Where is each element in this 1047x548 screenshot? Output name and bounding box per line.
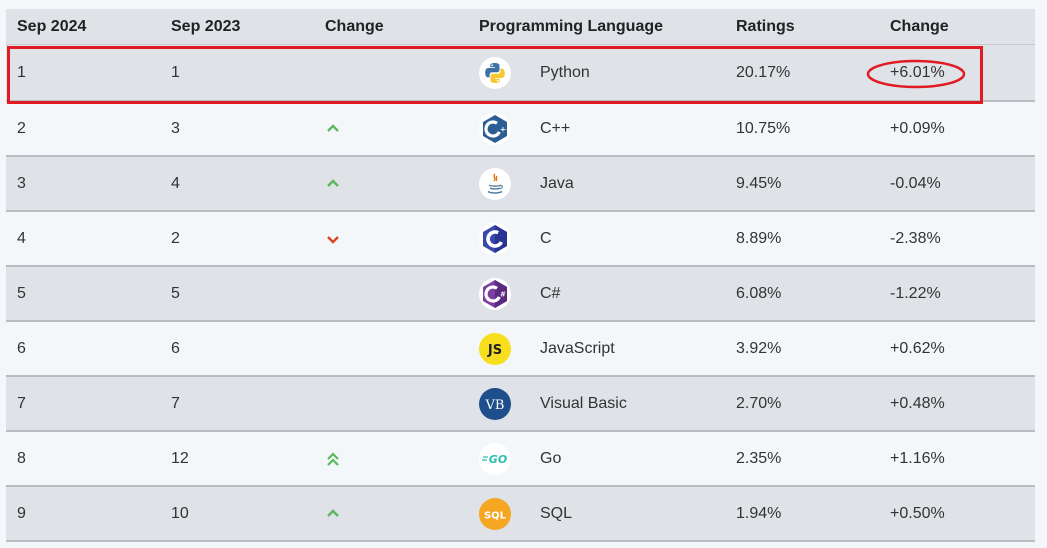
rating-value: 10.75% bbox=[736, 119, 791, 137]
rating-value: 1.94% bbox=[736, 504, 782, 522]
svg-text:++: ++ bbox=[500, 125, 511, 133]
rating-value: 9.45% bbox=[736, 174, 782, 192]
svg-text:VB: VB bbox=[485, 398, 505, 413]
language-name[interactable]: SQL bbox=[540, 504, 573, 522]
chevron-up-icon bbox=[327, 178, 339, 187]
chevron-up-icon bbox=[327, 508, 339, 517]
language-name[interactable]: C# bbox=[540, 284, 561, 302]
header-ratings[interactable]: Ratings bbox=[736, 17, 795, 35]
rating-value: 3.92% bbox=[736, 339, 782, 357]
rank-previous: 6 bbox=[171, 339, 180, 357]
language-name[interactable]: C++ bbox=[540, 119, 571, 137]
rank-previous: 12 bbox=[171, 449, 189, 467]
rank-current: 2 bbox=[17, 119, 26, 137]
header-sep-2023[interactable]: Sep 2023 bbox=[171, 17, 241, 35]
rating-change: +0.48% bbox=[890, 394, 945, 412]
language-name[interactable]: Python bbox=[540, 63, 590, 81]
go-logo-icon: GO bbox=[479, 442, 511, 475]
header-rating-change[interactable]: Change bbox=[890, 17, 949, 35]
svg-text:SQL: SQL bbox=[484, 510, 507, 521]
rank-current: 9 bbox=[17, 504, 26, 522]
rating-value: 6.08% bbox=[736, 284, 782, 302]
rank-current: 6 bbox=[17, 339, 26, 357]
table-row: 6 6 JS JavaScript 3.92% +0.62% bbox=[6, 322, 1035, 377]
rating-value: 2.35% bbox=[736, 449, 782, 467]
rank-current: 1 bbox=[17, 63, 26, 81]
sql-logo-icon: SQL bbox=[479, 497, 511, 530]
rank-previous: 4 bbox=[171, 174, 180, 192]
language-name[interactable]: JavaScript bbox=[540, 339, 615, 357]
rank-previous: 1 bbox=[171, 63, 180, 81]
rating-change: -0.04% bbox=[890, 174, 941, 192]
header-programming-language[interactable]: Programming Language bbox=[479, 17, 664, 35]
rank-current: 7 bbox=[17, 394, 26, 412]
rating-value: 20.17% bbox=[736, 63, 791, 81]
header-sep-2024[interactable]: Sep 2024 bbox=[17, 17, 87, 35]
rank-previous: 10 bbox=[171, 504, 189, 522]
rating-change: +0.62% bbox=[890, 339, 945, 357]
header-rank-change[interactable]: Change bbox=[325, 17, 384, 35]
language-name[interactable]: C bbox=[540, 229, 552, 247]
table-row: 3 4 Java 9.45% -0.04% bbox=[6, 157, 1035, 212]
rating-change: +6.01% bbox=[890, 63, 945, 81]
language-name[interactable]: Visual Basic bbox=[540, 394, 627, 412]
table-row: 8 12 GO Go 2.35% +1.16% bbox=[6, 432, 1035, 487]
rating-value: 2.70% bbox=[736, 394, 782, 412]
table-row: 2 3 ++ C++ 10.75% +0.09% bbox=[6, 102, 1035, 157]
rank-previous: 7 bbox=[171, 394, 180, 412]
svg-text:GO: GO bbox=[489, 453, 507, 466]
rating-change: -2.38% bbox=[890, 229, 941, 247]
table-row: 4 2 C 8.89% -2.38% bbox=[6, 212, 1035, 267]
chevron-up-icon bbox=[327, 123, 339, 132]
ranking-table: Sep 2024 Sep 2023 Change Programming Lan… bbox=[6, 9, 1035, 542]
table-row: 9 10 SQL SQL 1.94% +0.50% bbox=[6, 487, 1035, 542]
table-row: 7 7 VB Visual Basic 2.70% +0.48% bbox=[6, 377, 1035, 432]
rating-change: +1.16% bbox=[890, 449, 945, 467]
rank-current: 5 bbox=[17, 284, 26, 302]
rank-previous: 5 bbox=[171, 284, 180, 302]
table-row: 1 1 Python 20.17% +6.01% bbox=[6, 45, 1035, 102]
double-chevron-up-icon bbox=[327, 451, 339, 466]
table-row: 5 5 # C# 6.08% -1.22% bbox=[6, 267, 1035, 322]
visual-basic-logo-icon: VB bbox=[479, 387, 511, 420]
rating-change: +0.50% bbox=[890, 504, 945, 522]
rank-previous: 3 bbox=[171, 119, 180, 137]
table-header: Sep 2024 Sep 2023 Change Programming Lan… bbox=[6, 9, 1035, 45]
csharp-logo-icon: # bbox=[479, 277, 511, 310]
rank-current: 8 bbox=[17, 449, 26, 467]
rating-change: +0.09% bbox=[890, 119, 945, 137]
javascript-logo-icon: JS bbox=[479, 332, 511, 365]
java-logo-icon bbox=[479, 167, 511, 200]
language-name[interactable]: Java bbox=[540, 174, 574, 192]
rank-current: 4 bbox=[17, 229, 26, 247]
rank-current: 3 bbox=[17, 174, 26, 192]
svg-text:JS: JS bbox=[487, 343, 502, 358]
python-logo-icon bbox=[479, 56, 511, 89]
language-name[interactable]: Go bbox=[540, 449, 562, 467]
c-logo-icon bbox=[479, 222, 511, 255]
rank-previous: 2 bbox=[171, 229, 180, 247]
svg-text:#: # bbox=[500, 290, 506, 298]
chevron-down-icon bbox=[327, 235, 339, 244]
cpp-logo-icon: ++ bbox=[479, 112, 511, 145]
rating-value: 8.89% bbox=[736, 229, 782, 247]
rating-change: -1.22% bbox=[890, 284, 941, 302]
